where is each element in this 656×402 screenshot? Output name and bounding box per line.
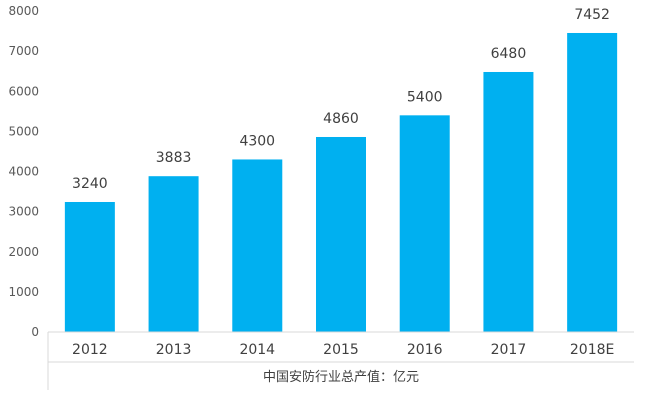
data-label: 5400: [407, 89, 443, 105]
data-label: 3240: [72, 176, 108, 192]
bar: [64, 201, 115, 332]
y-tick-label: 7000: [8, 44, 39, 58]
bar: [232, 159, 283, 332]
bar: [483, 71, 534, 333]
x-tick-label: 2015: [323, 342, 359, 358]
y-tick-label: 3000: [8, 205, 39, 219]
x-tick-label: 2012: [72, 342, 108, 358]
data-label: 4300: [239, 133, 275, 149]
data-label: 7452: [574, 7, 610, 23]
x-tick-label: 2017: [491, 342, 527, 358]
data-label: 3883: [156, 150, 192, 166]
bar: [148, 176, 199, 332]
data-label: 4860: [323, 111, 359, 127]
data-labels: 3240 3883 4300 4860 5400 6480 7452: [72, 7, 610, 192]
bars: [64, 32, 618, 333]
bar: [399, 115, 450, 332]
y-tick-label: 2000: [8, 245, 39, 259]
x-tick-label: 2014: [239, 342, 275, 358]
bar: [316, 136, 366, 332]
y-tick-label: 0: [31, 325, 39, 339]
x-axis: 2012 2013 2014 2015 2016 2017 2018E: [72, 342, 614, 358]
series-legend-label: 中国安防行业总产值：亿元: [263, 369, 419, 385]
y-tick-label: 8000: [8, 4, 39, 18]
x-tick-label: 2016: [407, 342, 443, 358]
x-tick-label: 2018E: [570, 342, 614, 358]
x-tick-label: 2013: [156, 342, 192, 358]
y-tick-label: 5000: [8, 124, 39, 138]
y-axis: 0 1000 2000 3000 4000 5000 6000 7000 8000: [8, 4, 39, 339]
y-tick-label: 6000: [8, 84, 39, 98]
bar: [567, 32, 618, 333]
data-label: 6480: [491, 46, 527, 62]
y-tick-label: 4000: [8, 165, 39, 179]
y-tick-label: 1000: [8, 285, 39, 299]
